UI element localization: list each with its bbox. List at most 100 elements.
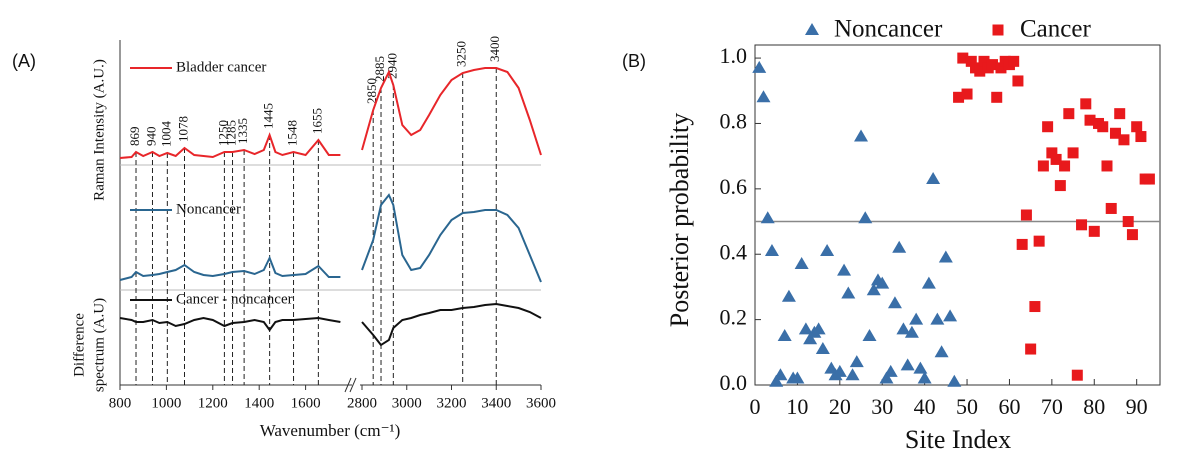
point <box>1054 180 1066 192</box>
panel-b: (B) Site Index Posterior probability 0 10… <box>622 16 1161 454</box>
point <box>1067 147 1079 159</box>
x-tick-label: 1600 <box>291 395 321 411</box>
y-axis-label: Raman Intensity (A.U.) <box>91 59 107 201</box>
point <box>904 325 919 338</box>
x-tick-label: 2800 <box>347 395 377 411</box>
peak-label: 869 <box>127 127 142 147</box>
peak-label: 1250 <box>215 120 230 146</box>
point <box>832 364 847 377</box>
point <box>1020 209 1032 221</box>
point <box>760 211 775 224</box>
axis-break <box>344 377 352 393</box>
point <box>947 374 962 387</box>
point <box>790 371 805 384</box>
point <box>965 55 977 67</box>
point <box>769 374 784 387</box>
point <box>1063 108 1075 120</box>
x-tick-label: 1000 <box>151 395 181 411</box>
point <box>1037 160 1049 172</box>
panel-a: (A) Wavenumber (cm⁻¹) Raman Intensity (A… <box>12 36 556 440</box>
y-axis-label: spectrum (A.U) <box>91 298 107 392</box>
point <box>1016 238 1028 250</box>
spectrum-line <box>361 193 542 283</box>
point <box>986 59 998 71</box>
panel-label: (B) <box>622 51 646 71</box>
point <box>1059 160 1071 172</box>
y-tick-label: 0.8 <box>720 109 748 134</box>
x-tick-label: 40 <box>914 394 936 419</box>
point <box>1050 153 1062 165</box>
point <box>1012 75 1024 87</box>
x-tick-label: 3600 <box>526 395 556 411</box>
point <box>1109 127 1121 139</box>
peak-label: 1004 <box>158 121 173 148</box>
point <box>756 90 771 103</box>
point <box>1046 147 1058 159</box>
x-tick-label: 3200 <box>437 395 467 411</box>
x-tick-label: 10 <box>786 394 808 419</box>
point <box>1097 121 1109 133</box>
point <box>777 328 792 341</box>
point <box>764 243 779 256</box>
point <box>849 355 864 368</box>
x-tick-label: 1200 <box>198 395 228 411</box>
point <box>978 55 990 67</box>
spectrum-line <box>119 132 341 159</box>
x-axis-label: Site Index <box>905 425 1011 454</box>
axis-break <box>349 377 357 393</box>
point <box>820 243 835 256</box>
point <box>1008 55 1020 67</box>
point <box>773 368 788 381</box>
x-tick-label: 0 <box>750 394 761 419</box>
point <box>845 368 860 381</box>
legend-label: Noncancer <box>834 16 943 43</box>
point <box>803 332 818 345</box>
point <box>798 322 813 335</box>
point <box>1105 202 1117 214</box>
point <box>896 322 911 335</box>
point <box>875 276 890 289</box>
point <box>1118 134 1130 146</box>
point <box>909 312 924 325</box>
peak-label: 1285 <box>224 120 239 146</box>
y-tick-label: 0.6 <box>720 174 748 199</box>
x-tick-label: 80 <box>1083 394 1105 419</box>
peak-label: 1548 <box>285 120 300 146</box>
point <box>1033 235 1045 247</box>
point <box>930 312 945 325</box>
x-tick-label: 30 <box>871 394 893 419</box>
point <box>837 263 852 276</box>
point <box>854 129 869 142</box>
peak-label: 3400 <box>487 36 502 62</box>
point <box>892 240 907 253</box>
point <box>974 65 986 77</box>
x-tick-label: 60 <box>998 394 1020 419</box>
x-tick-label: 3400 <box>481 395 511 411</box>
x-tick-label: 20 <box>829 394 851 419</box>
point <box>1131 121 1143 133</box>
point <box>794 257 809 270</box>
spectrum-line <box>361 302 542 347</box>
spectrum-line <box>119 316 341 332</box>
point <box>953 91 965 103</box>
point <box>1084 114 1096 126</box>
y-tick-label: 0.4 <box>720 239 748 264</box>
legend-label: Cancer <box>1020 16 1091 43</box>
peak-label: 2850 <box>364 78 379 104</box>
x-axis-label: Wavenumber (cm⁻¹) <box>260 421 401 440</box>
x-tick-label: 90 <box>1126 394 1148 419</box>
point <box>1122 216 1134 228</box>
peak-label: 1655 <box>309 108 324 134</box>
peak-label: 1335 <box>235 118 250 144</box>
point <box>1025 343 1037 355</box>
point <box>866 283 881 296</box>
panel-label: (A) <box>12 51 36 71</box>
point <box>917 371 932 384</box>
point <box>913 361 928 374</box>
point <box>961 88 973 100</box>
point <box>1076 219 1088 231</box>
legend-label: Noncancer <box>176 201 241 217</box>
y-axis-label: Posterior probability <box>665 113 694 327</box>
point <box>900 358 915 371</box>
legend-label: Cancer - noncancer <box>176 291 293 307</box>
